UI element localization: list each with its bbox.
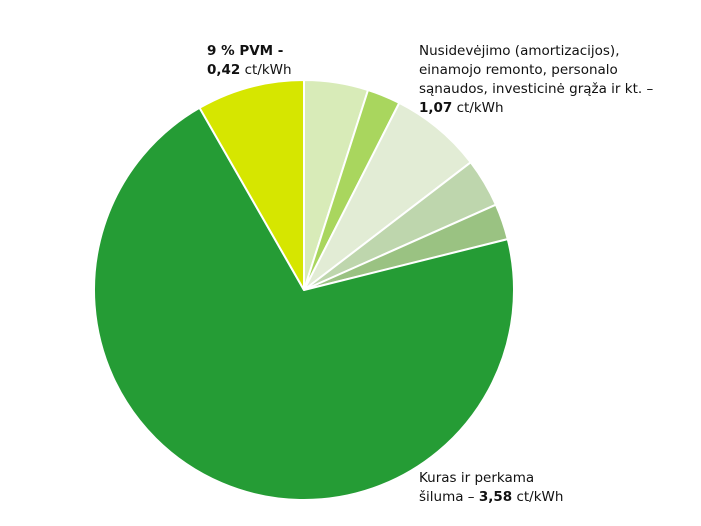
label-depreciation-line2: einamojo remonto, personalo <box>419 62 618 78</box>
label-fuel: Kuras ir perkama šiluma – 3,58 ct/kWh <box>419 469 563 507</box>
label-depreciation: Nusidevėjimo (amortizacijos), einamojo r… <box>419 42 653 118</box>
label-fuel-line1: Kuras ir perkama <box>419 470 535 486</box>
label-depreciation-line1: Nusidevėjimo (amortizacijos), <box>419 43 620 59</box>
label-depreciation-unit: ct/kWh <box>452 100 504 116</box>
label-fuel-prefix: šiluma – <box>419 489 479 505</box>
label-vat-text: 9 % PVM - <box>207 43 284 59</box>
label-vat: 9 % PVM - 0,42 ct/kWh <box>207 42 292 80</box>
label-depreciation-line3: sąnaudos, investicinė grąža ir kt. – <box>419 81 654 97</box>
pie-slice-7 <box>198 79 305 291</box>
label-depreciation-value: 1,07 <box>419 100 453 116</box>
label-vat-value: 0,42 <box>207 62 241 78</box>
label-fuel-unit: ct/kWh <box>512 489 564 505</box>
label-fuel-value: 3,58 <box>478 489 513 505</box>
pie-slice-6 <box>93 106 515 501</box>
label-vat-unit: ct/kWh <box>240 62 292 78</box>
